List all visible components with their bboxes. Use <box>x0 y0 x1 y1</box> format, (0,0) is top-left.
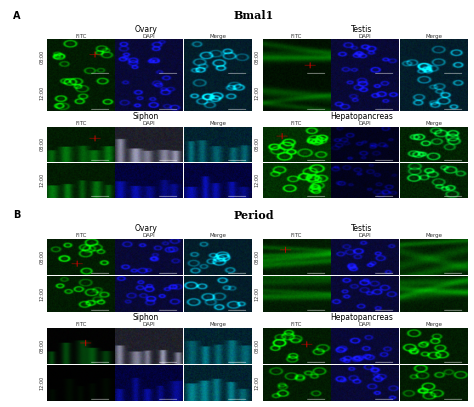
Text: Merge: Merge <box>210 322 227 327</box>
Text: 08:00: 08:00 <box>255 137 260 151</box>
Text: DAPI: DAPI <box>359 121 371 126</box>
Text: A: A <box>13 11 20 21</box>
Text: 08:00: 08:00 <box>39 339 44 353</box>
Text: Period: Period <box>233 210 274 221</box>
Text: 08:00: 08:00 <box>255 339 260 353</box>
Text: Siphon: Siphon <box>133 112 159 121</box>
Text: FITC: FITC <box>75 34 86 39</box>
Text: Merge: Merge <box>425 233 442 238</box>
Text: DAPI: DAPI <box>143 233 155 238</box>
Text: B: B <box>13 210 20 220</box>
Text: Merge: Merge <box>210 233 227 238</box>
Text: 08:00: 08:00 <box>39 50 44 64</box>
Text: Merge: Merge <box>425 322 442 327</box>
Text: Ovary: Ovary <box>134 25 157 34</box>
Text: DAPI: DAPI <box>359 233 371 238</box>
Text: DAPI: DAPI <box>359 34 371 39</box>
Text: Ovary: Ovary <box>134 224 157 233</box>
Text: Merge: Merge <box>425 34 442 39</box>
Text: Hepatopancreas: Hepatopancreas <box>330 112 393 121</box>
Text: DAPI: DAPI <box>359 322 371 327</box>
Text: FITC: FITC <box>75 233 86 238</box>
Text: 12:00: 12:00 <box>255 376 260 390</box>
Text: DAPI: DAPI <box>143 121 155 126</box>
Text: FITC: FITC <box>75 121 86 126</box>
Text: FITC: FITC <box>291 121 302 126</box>
Text: FITC: FITC <box>291 322 302 327</box>
Text: FITC: FITC <box>291 233 302 238</box>
Text: 12:00: 12:00 <box>255 173 260 187</box>
Text: 12:00: 12:00 <box>39 287 44 301</box>
Text: 12:00: 12:00 <box>39 376 44 390</box>
Text: 08:00: 08:00 <box>39 250 44 264</box>
Text: 12:00: 12:00 <box>39 173 44 187</box>
Text: Merge: Merge <box>210 121 227 126</box>
Text: Merge: Merge <box>425 121 442 126</box>
Text: FITC: FITC <box>75 322 86 327</box>
Text: 08:00: 08:00 <box>255 50 260 64</box>
Text: Testis: Testis <box>351 224 372 233</box>
Text: DAPI: DAPI <box>143 322 155 327</box>
Text: Bmal1: Bmal1 <box>234 10 273 22</box>
Text: Testis: Testis <box>351 25 372 34</box>
Text: 12:00: 12:00 <box>255 287 260 301</box>
Text: 08:00: 08:00 <box>255 250 260 264</box>
Text: DAPI: DAPI <box>143 34 155 39</box>
Text: 12:00: 12:00 <box>255 86 260 100</box>
Text: 12:00: 12:00 <box>39 86 44 100</box>
Text: FITC: FITC <box>291 34 302 39</box>
Text: Siphon: Siphon <box>133 313 159 322</box>
Text: 08:00: 08:00 <box>39 137 44 151</box>
Text: Hepatopancreas: Hepatopancreas <box>330 313 393 322</box>
Text: Merge: Merge <box>210 34 227 39</box>
